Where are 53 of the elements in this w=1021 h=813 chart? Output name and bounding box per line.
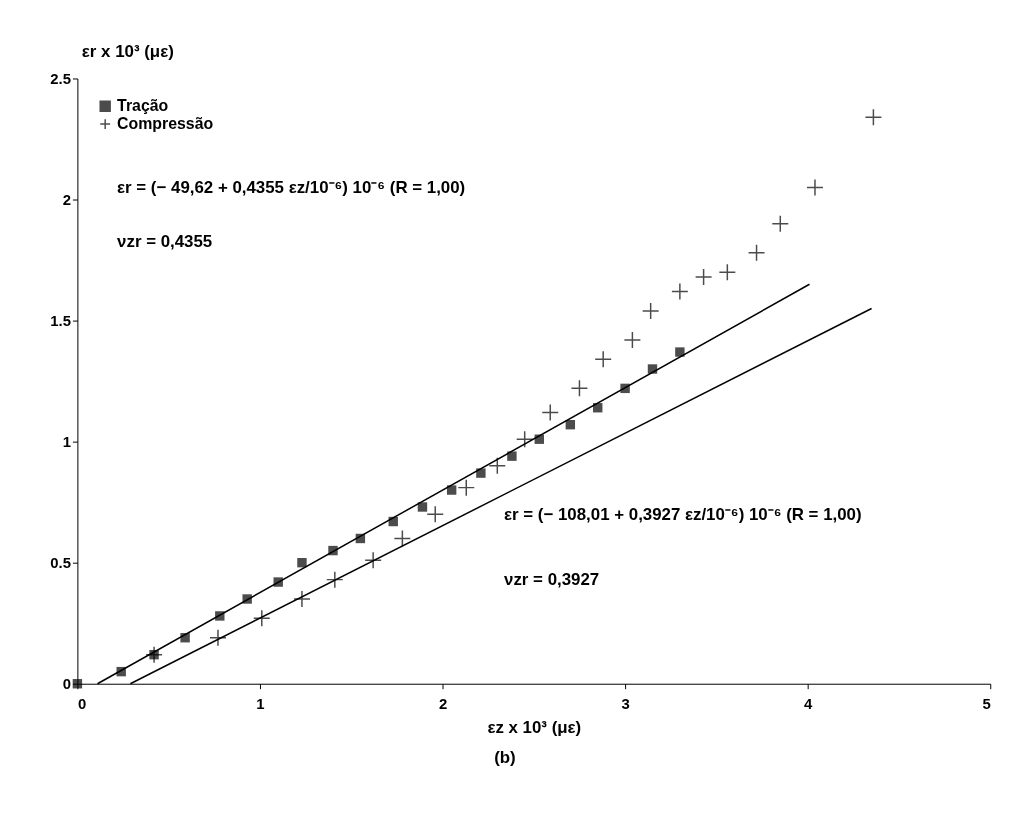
point <box>364 551 382 570</box>
point <box>215 611 225 621</box>
point <box>507 451 517 461</box>
annotation: εr = (− 108,01 + 0,3927 εz/10⁻⁶) 10⁻⁶ (R = 1,00) <box>504 505 862 525</box>
legend-label: Compressão <box>117 115 214 133</box>
text: (b) <box>494 748 516 768</box>
y-tick-label: 0.5 <box>50 555 71 572</box>
point <box>694 268 713 286</box>
point <box>297 557 307 568</box>
point <box>747 244 766 262</box>
point <box>771 214 790 233</box>
point <box>806 178 824 197</box>
y-tick-label: 1 <box>62 434 71 451</box>
point <box>718 263 737 281</box>
x-tick-label: 3 <box>621 696 630 713</box>
point <box>393 529 412 548</box>
x-tick-label: 5 <box>982 696 991 713</box>
point <box>446 485 457 495</box>
x-tick-label: 1 <box>256 696 265 713</box>
point <box>570 379 589 398</box>
point <box>72 679 83 689</box>
point <box>641 302 660 320</box>
x-tick-label: 0 <box>77 696 87 713</box>
point <box>145 645 163 664</box>
point <box>326 570 344 589</box>
annotation: νzr = 0,3927 <box>504 569 600 589</box>
point <box>541 403 559 422</box>
point <box>457 478 476 497</box>
x-axis-title: εz x 10³ (με) <box>487 717 582 737</box>
y-tick-label: 2 <box>62 191 71 208</box>
point <box>488 457 507 475</box>
y-tick-label: 0 <box>62 676 71 693</box>
point <box>623 331 642 349</box>
point <box>417 502 428 512</box>
x-tick-label: 4 <box>804 696 814 713</box>
y-tick-label: 2.5 <box>50 70 71 87</box>
y-tick-label: 1.5 <box>50 313 71 330</box>
y-axis-title: εr x 10³ (με) <box>81 42 174 62</box>
point <box>515 430 534 448</box>
point <box>594 350 612 369</box>
point <box>671 282 689 301</box>
point <box>864 108 883 126</box>
point <box>476 468 486 478</box>
point <box>242 594 252 604</box>
point <box>253 609 271 628</box>
annotation: νzr = 0,4355 <box>117 232 213 252</box>
point <box>675 347 685 357</box>
point <box>426 505 444 524</box>
point <box>209 628 227 647</box>
point <box>293 590 311 608</box>
x-tick-label: 2 <box>438 696 448 713</box>
legend-label: Tração <box>117 97 169 115</box>
annotation: εr = (− 49,62 + 0,4355 εz/10⁻⁶) 10⁻⁶ (R = 1,00) <box>117 177 466 197</box>
